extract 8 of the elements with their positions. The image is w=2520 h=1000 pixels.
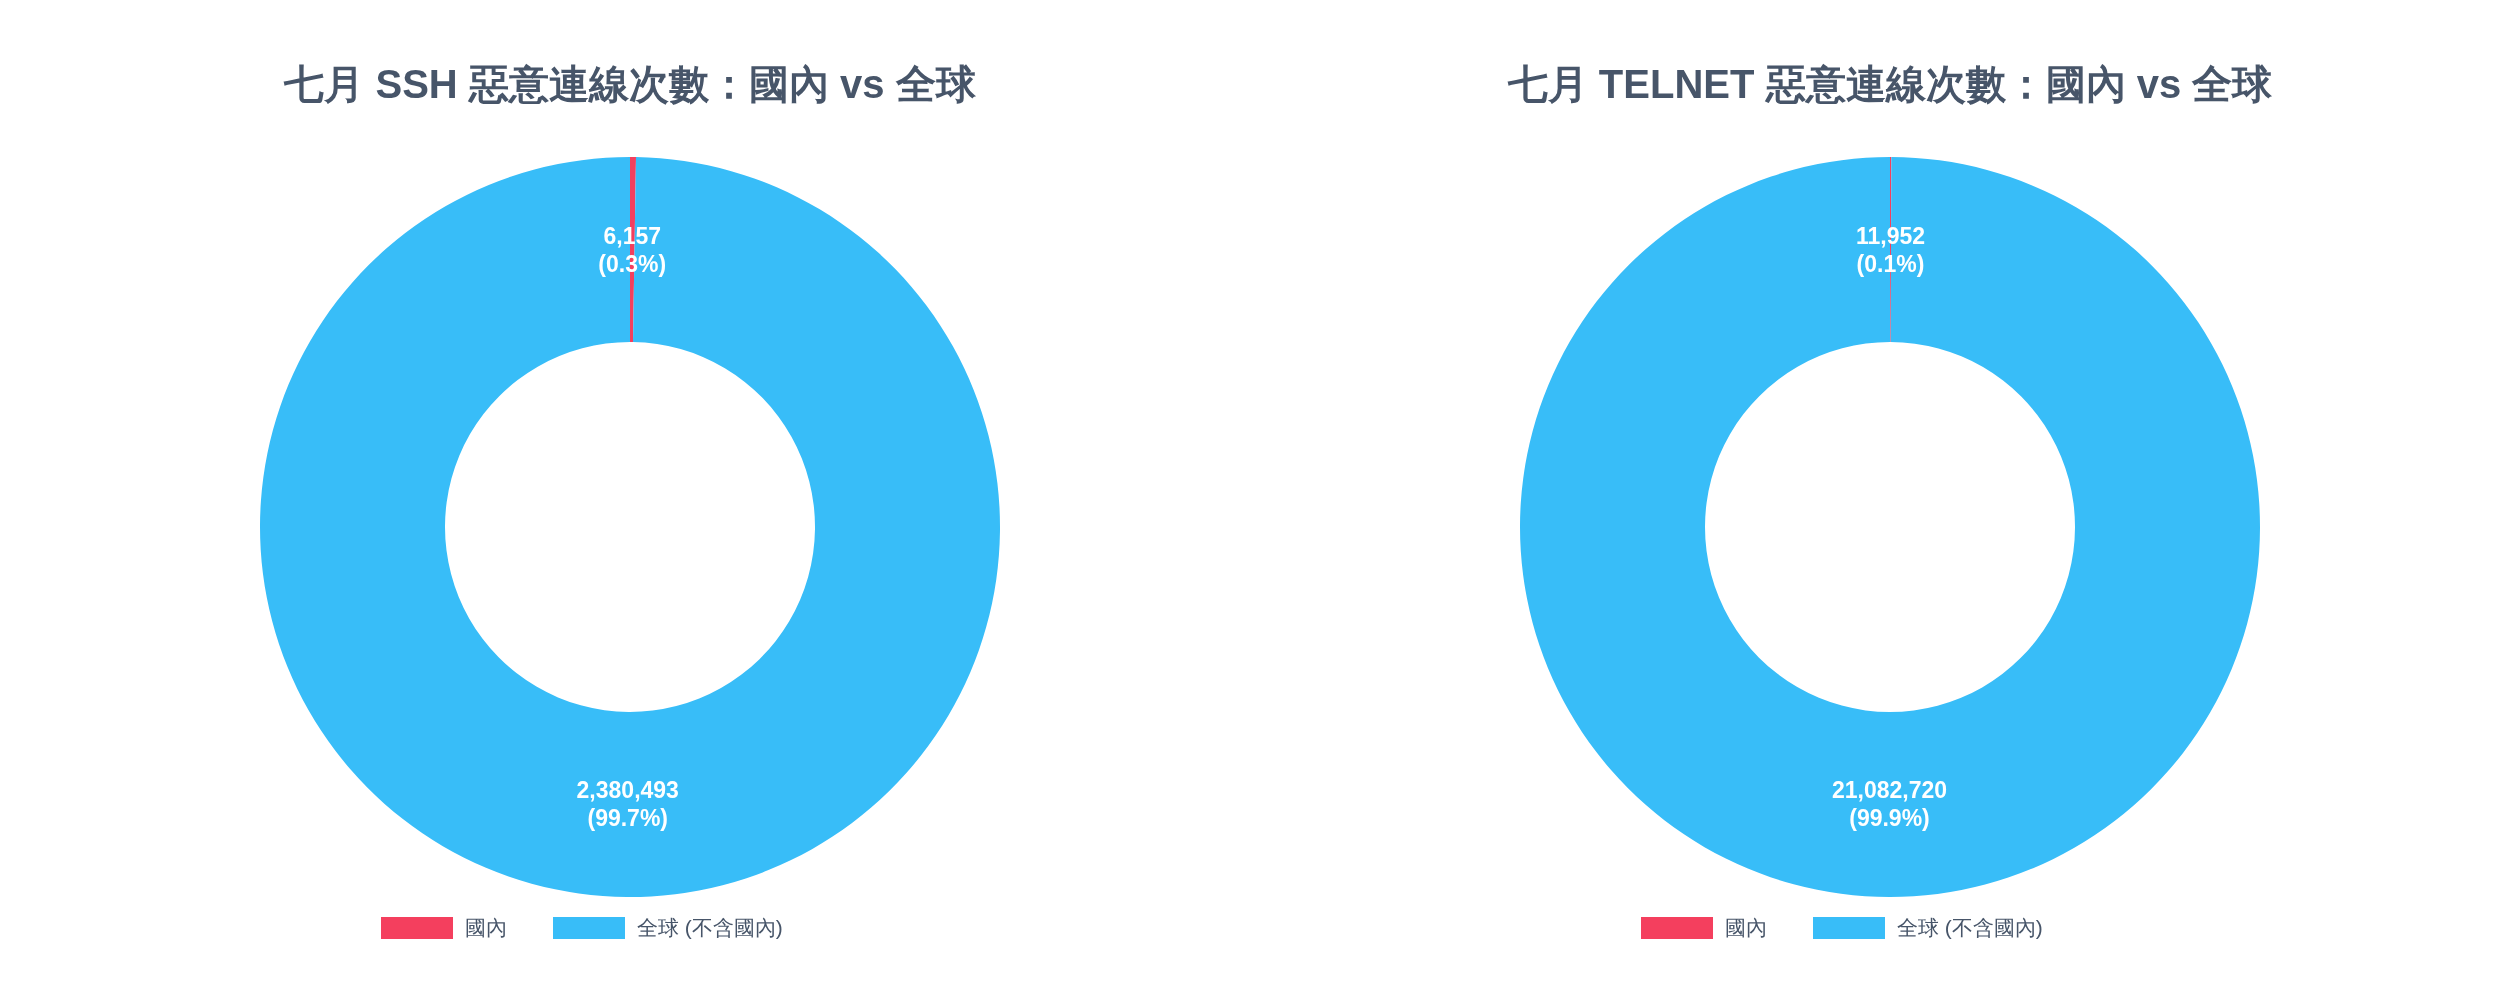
chart-title: 七月 SSH 惡意連線次數：國內 vs 全球 — [283, 62, 977, 106]
legend-label: 全球 (不含國內) — [1897, 916, 2043, 939]
legend-label: 國內 — [465, 916, 507, 939]
data-label: 2,380,493 (99.7%) — [576, 777, 679, 832]
chart-title: 七月 TELNET 惡意連線次數：國內 vs 全球 — [1506, 62, 2274, 106]
legend-label: 國內 — [1725, 916, 1767, 939]
legend-label: 全球 (不含國內) — [637, 916, 783, 939]
data-label: 21,082,720 (99.9%) — [1831, 777, 1948, 832]
